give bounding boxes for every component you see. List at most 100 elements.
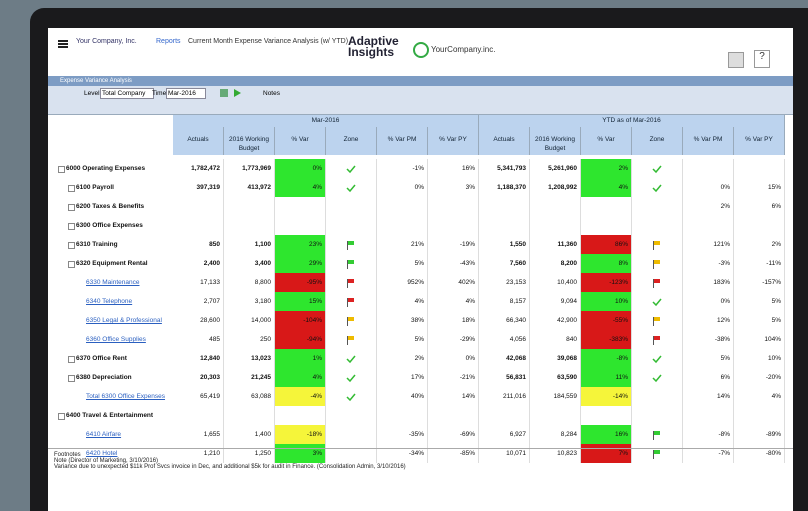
value-cell: 0%: [428, 349, 479, 368]
expand-toggle[interactable]: [68, 204, 75, 211]
variance-cell: [581, 406, 632, 425]
user-button[interactable]: [728, 52, 744, 68]
value-cell: -157%: [734, 273, 785, 292]
row-label: 6100 Payroll: [76, 184, 114, 191]
row-label[interactable]: 6360 Office Supplies: [86, 336, 146, 343]
value-cell: 1,782,472: [173, 159, 224, 178]
value-cell: 63,088: [224, 387, 275, 406]
value-cell: 10%: [734, 349, 785, 368]
value-cell: 4%: [377, 292, 428, 311]
zone-cell: [632, 368, 683, 387]
variance-cell: -55%: [581, 311, 632, 330]
value-cell: -19%: [428, 235, 479, 254]
row-label[interactable]: 6410 Airfare: [86, 431, 122, 438]
variance-cell: -95%: [275, 273, 326, 292]
variance-cell: [275, 216, 326, 235]
notes-menu[interactable]: Notes: [263, 90, 280, 97]
value-cell: 485: [173, 330, 224, 349]
expand-toggle[interactable]: [68, 261, 75, 268]
value-cell: 10,400: [530, 273, 581, 292]
check-icon: [652, 355, 662, 364]
value-cell: 17%: [377, 368, 428, 387]
refresh-button[interactable]: [220, 89, 228, 97]
variance-cell: 4%: [581, 178, 632, 197]
value-cell: 104%: [734, 330, 785, 349]
flag-icon: [653, 241, 660, 250]
expand-toggle[interactable]: [68, 375, 75, 382]
zone-cell: [326, 368, 377, 387]
check-icon: [346, 165, 356, 174]
zone-cell: [632, 254, 683, 273]
value-cell: 5,261,960: [530, 159, 581, 178]
company-name[interactable]: Your Company, Inc.: [76, 38, 137, 45]
zone-cell: [326, 292, 377, 311]
row-label[interactable]: 6420 Hotel: [86, 450, 118, 457]
value-cell: 7,560: [479, 254, 530, 273]
help-button[interactable]: ?: [754, 50, 770, 68]
value-cell: 1,655: [173, 425, 224, 444]
row-label[interactable]: 6330 Maintenance: [86, 279, 140, 286]
period-header: YTD as of Mar-2016: [479, 115, 785, 127]
value-cell: 413,972: [224, 178, 275, 197]
value-cell: 211,016: [479, 387, 530, 406]
row-label[interactable]: Total 6300 Office Expenses: [86, 393, 166, 400]
variance-cell: -14%: [581, 387, 632, 406]
zone-cell: [632, 216, 683, 235]
zone-cell: [326, 178, 377, 197]
expand-toggle[interactable]: [68, 356, 75, 363]
value-cell: [734, 406, 785, 425]
level-select[interactable]: Total Company: [100, 88, 154, 99]
expand-toggle[interactable]: [68, 242, 75, 249]
variance-cell: 4%: [275, 178, 326, 197]
value-cell: [734, 216, 785, 235]
value-cell: 12,840: [173, 349, 224, 368]
value-cell: 2,400: [173, 254, 224, 273]
value-cell: 10,071: [479, 444, 530, 463]
value-cell: -11%: [734, 254, 785, 273]
value-cell: 5%: [734, 292, 785, 311]
value-cell: 1,773,969: [224, 159, 275, 178]
expand-toggle[interactable]: [68, 185, 75, 192]
value-cell: [428, 406, 479, 425]
value-cell: 184,559: [530, 387, 581, 406]
footnotes-title: Footnotes: [54, 452, 81, 458]
value-cell: [734, 159, 785, 178]
value-cell: 3,400: [224, 254, 275, 273]
expand-toggle[interactable]: [68, 223, 75, 230]
zone-cell: [632, 387, 683, 406]
value-cell: 8,800: [224, 273, 275, 292]
value-cell: [428, 197, 479, 216]
play-button[interactable]: [234, 89, 241, 97]
value-cell: 1,100: [224, 235, 275, 254]
time-select[interactable]: Mar-2016: [166, 88, 206, 99]
value-cell: -29%: [428, 330, 479, 349]
value-cell: -8%: [683, 425, 734, 444]
flag-icon: [347, 298, 354, 307]
row-label[interactable]: 6340 Telephone: [86, 298, 133, 305]
value-cell: 5%: [683, 349, 734, 368]
variance-cell: 2%: [581, 159, 632, 178]
value-cell: 1,550: [479, 235, 530, 254]
variance-cell: 11%: [581, 368, 632, 387]
value-cell: 3,180: [224, 292, 275, 311]
value-cell: 21%: [377, 235, 428, 254]
row-label: 6380 Depreciation: [76, 374, 132, 381]
value-cell: 15%: [734, 178, 785, 197]
breadcrumb[interactable]: Reports: [156, 38, 181, 45]
value-cell: 28,600: [173, 311, 224, 330]
value-cell: [479, 216, 530, 235]
value-cell: [377, 216, 428, 235]
expand-toggle[interactable]: [58, 413, 65, 420]
variance-cell: [275, 197, 326, 216]
screen: Your Company, Inc. Reports Current Month…: [48, 28, 793, 511]
row-label[interactable]: 6350 Legal & Professional: [86, 317, 162, 324]
variance-cell: -18%: [275, 425, 326, 444]
time-label: Time: [152, 90, 167, 97]
menu-icon[interactable]: [58, 40, 68, 42]
value-cell: 11,360: [530, 235, 581, 254]
variance-cell: 4%: [275, 368, 326, 387]
expand-toggle[interactable]: [58, 166, 65, 173]
column-header: % Var: [275, 127, 326, 155]
value-cell: 39,068: [530, 349, 581, 368]
subtitle: Expense Variance Analysis: [60, 78, 132, 84]
